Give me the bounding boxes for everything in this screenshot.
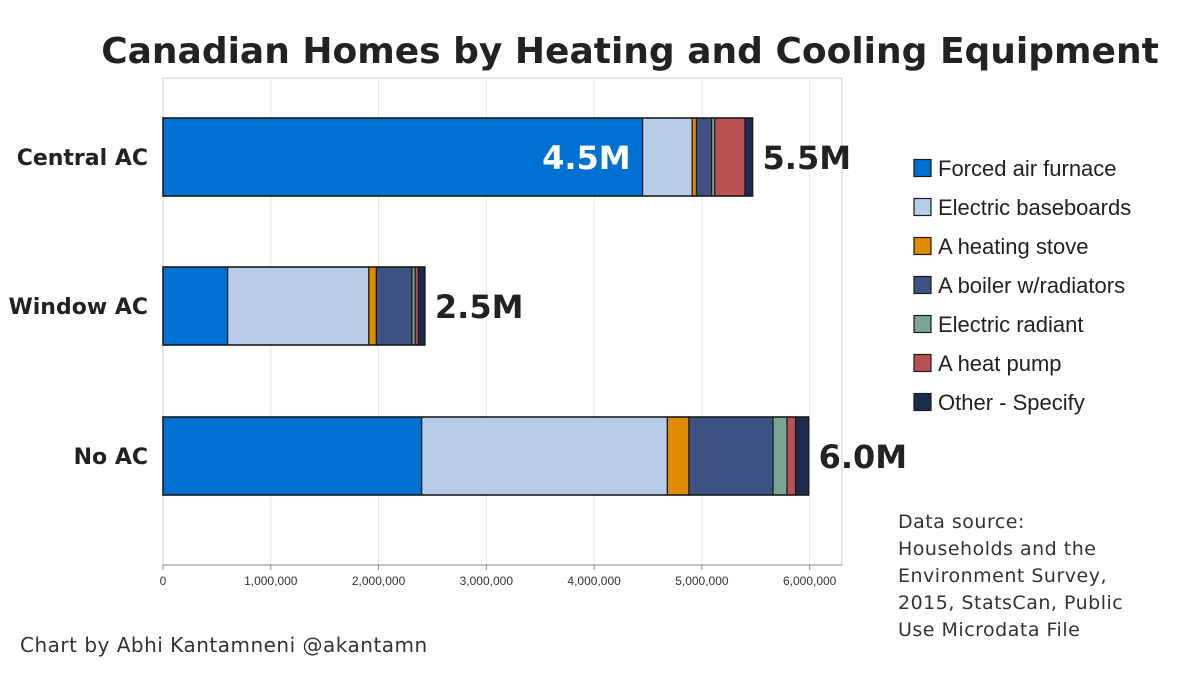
bar-segment: [227, 266, 370, 346]
inner-label: 4.5M: [542, 139, 631, 177]
legend-label: Electric radiant: [938, 312, 1084, 337]
legend: Forced air furnace Electric baseboards A h…: [913, 156, 1131, 415]
bar-segment: [666, 416, 690, 496]
bar-segment: [417, 266, 426, 346]
bar-segment: [688, 416, 774, 496]
source-line-4: 2015, StatsCan, Public: [898, 592, 1123, 614]
bar-segment: [772, 416, 788, 496]
bar-segment: [162, 117, 644, 197]
x-tick-label: 3,000,000: [460, 574, 514, 588]
x-tick-label: 2,000,000: [352, 574, 406, 588]
bar-segment: [744, 117, 754, 197]
bar-outline: [162, 416, 810, 496]
source-line-3: Environment Survey,: [898, 565, 1107, 587]
x-tick-label: 1,000,000: [244, 574, 298, 588]
category-label: Window AC: [9, 295, 149, 320]
legend-label: A heat pump: [938, 351, 1062, 376]
bar-segment: [695, 117, 713, 197]
bar-segment: [714, 117, 746, 197]
bar-segment: [642, 117, 693, 197]
chart-credit: Chart by Abhi Kantamneni @akantamn: [20, 633, 428, 657]
category-label: No AC: [74, 445, 148, 470]
total-label: 6.0M: [819, 438, 908, 476]
data-source: Data source: Households and the Environm…: [898, 511, 1130, 641]
legend-label: Other - Specify: [938, 390, 1085, 415]
legend-swatch: [913, 158, 932, 178]
x-tick-label: 6,000,000: [783, 574, 837, 588]
category-label: Central AC: [17, 146, 148, 171]
bar-segment: [795, 416, 810, 496]
bar-outline: [162, 266, 426, 346]
legend-label: A heating stove: [938, 234, 1088, 259]
total-label: 5.5M: [763, 139, 852, 177]
bar-segment: [162, 416, 423, 496]
bar-segment: [421, 416, 668, 496]
legend-swatch: [913, 314, 932, 334]
legend-swatch: [913, 353, 932, 373]
bar-segment: [375, 266, 413, 346]
legend-swatch: [913, 197, 932, 217]
legend-swatch: [913, 392, 932, 412]
legend-swatch: [913, 275, 932, 295]
legend-label: Forced air furnace: [938, 156, 1117, 181]
bar-segment: [368, 266, 378, 346]
source-line-5: Use Microdata File: [898, 619, 1080, 641]
x-tick-label: 5,000,000: [675, 574, 729, 588]
x-tick-label: 0: [160, 574, 167, 588]
bar-segment: [786, 416, 797, 496]
source-line-2: Households and the: [898, 538, 1096, 560]
legend-label: A boiler w/radiators: [938, 273, 1125, 298]
source-line-1: Data source:: [898, 511, 1025, 533]
legend-label: Electric baseboards: [938, 195, 1131, 220]
total-label: 2.5M: [435, 288, 524, 326]
legend-swatch: [913, 236, 932, 256]
chart-title: Canadian Homes by Heating and Cooling Eq…: [101, 31, 1159, 72]
bar-segment: [162, 266, 229, 346]
bar-segment: [691, 117, 698, 197]
plot-area: 0 1,000,000 2,000,000 3,000,000 4,000,000 5,0…: [9, 77, 908, 588]
x-tick-label: 4,000,000: [567, 574, 621, 588]
bar-outline: [162, 117, 754, 197]
